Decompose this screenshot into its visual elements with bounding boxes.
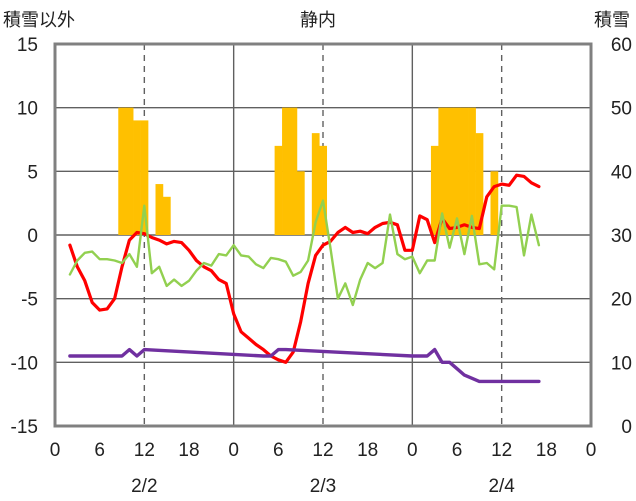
snow-bar-16 [460,107,469,235]
right-axis-ticks: 60 50 40 30 20 10 0 [611,35,632,438]
x-tick-label-9: 6 [452,440,463,461]
right-tick-label-0: 60 [611,35,632,56]
x-tick-label-5: 6 [273,440,284,461]
left-tick-label-0: 15 [17,35,38,56]
x-tick-label-6: 12 [312,440,333,461]
snow-bar-18 [475,133,484,235]
x-tick-label-3: 18 [178,440,199,461]
date-labels: 2/2 2/3 2/4 [131,476,515,497]
snow-bar-1 [125,107,134,235]
snow-bar-9 [296,171,305,235]
snow-bar-11 [319,145,328,235]
left-tick-label-5: -10 [11,353,38,374]
x-tick-label-4: 0 [228,440,239,461]
right-tick-label-4: 20 [611,290,632,311]
plot-frame [53,42,593,428]
right-tick-label-1: 50 [611,99,632,120]
snow-bar-2 [133,120,141,235]
purple-line [68,347,541,384]
snow-bar-4 [155,184,164,235]
x-tick-label-0: 0 [50,440,61,461]
snow-bar-15 [453,107,462,235]
date-label-1: 2/3 [310,476,336,497]
snow-bar-17 [468,107,476,235]
right-tick-label-5: 10 [611,353,632,374]
right-axis-label: 積雪 [594,10,630,31]
x-tick-label-2: 12 [134,440,155,461]
left-tick-label-4: -5 [21,290,38,311]
right-tick-label-3: 30 [611,226,632,247]
snow-bar-3 [140,120,149,235]
snow-bar-12 [430,145,439,235]
data-lines [68,173,541,384]
x-tick-label-10: 12 [491,440,512,461]
right-tick-label-6: 0 [621,417,632,438]
left-tick-label-3: 0 [27,226,38,247]
x-tick-label-11: 18 [536,440,557,461]
snow-bar-0 [118,107,127,235]
x-tick-label-1: 6 [94,440,105,461]
snow-bar-10 [311,133,320,235]
date-label-0: 2/2 [131,476,157,497]
x-tick-label-12: 0 [586,440,597,461]
right-tick-label-2: 40 [611,162,632,183]
x-axis-ticks: 0 6 12 18 0 6 12 18 0 6 12 18 0 [50,440,597,461]
left-tick-label-2: 5 [27,162,38,183]
left-tick-label-6: -15 [11,417,38,438]
snow-bar-13 [438,107,447,235]
left-axis-label: 積雪以外 [3,10,75,31]
snow-bar-7 [282,107,290,235]
date-label-2: 2/4 [488,476,515,497]
chart-title: 静内 [300,10,336,31]
left-axis-ticks: 15 10 5 0 -5 -10 -15 [11,35,38,438]
x-tick-label-7: 18 [357,440,378,461]
snow-bar-19 [490,171,499,235]
snow-bars [118,107,499,235]
snow-bar-5 [162,196,171,235]
snow-bar-8 [289,107,298,235]
x-tick-label-8: 0 [407,440,418,461]
left-tick-label-1: 10 [17,99,38,120]
snow-bar-6 [274,145,283,235]
snow-bar-14 [445,107,454,235]
green-line [68,199,541,307]
